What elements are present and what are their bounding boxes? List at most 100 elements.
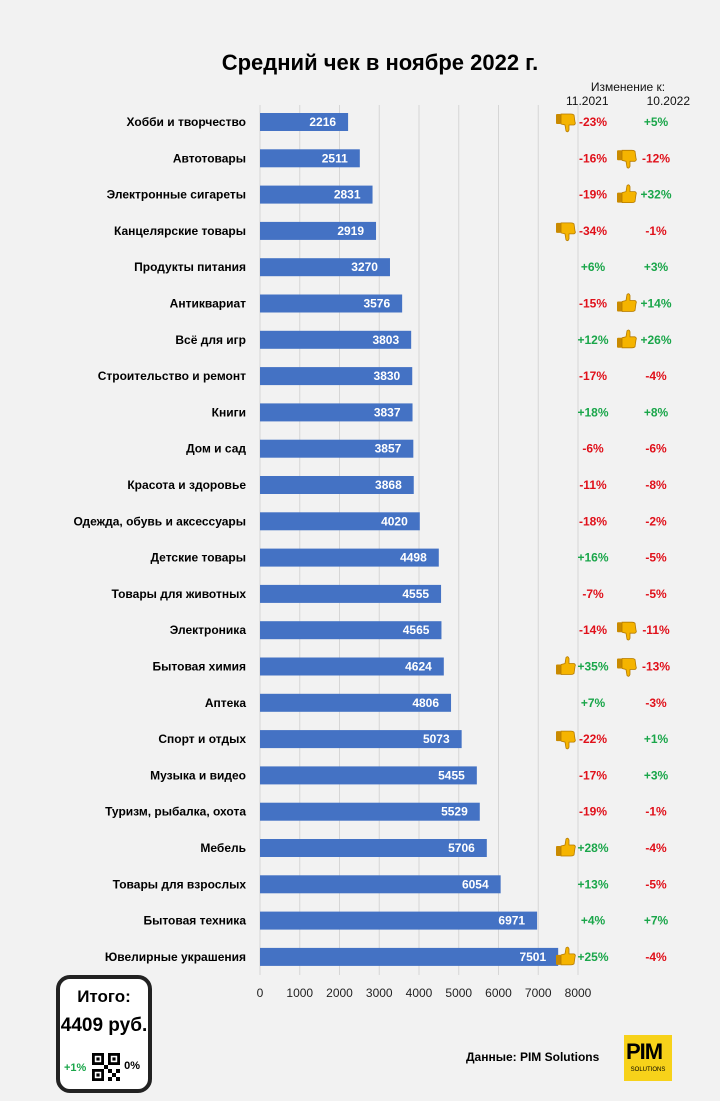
bar (260, 911, 538, 930)
thumbs-up-icon (556, 946, 576, 966)
thumbs-down-icon (556, 222, 576, 242)
change-vs-10-2022: +1% (644, 732, 669, 746)
thumbs-up-icon (617, 293, 637, 312)
category-label: Электронные сигареты (107, 188, 246, 202)
change-vs-10-2022: -5% (645, 551, 667, 565)
x-tick-label: 1000 (286, 986, 313, 1000)
bar (260, 621, 442, 640)
bar-value-label: 4624 (405, 660, 432, 674)
bar (260, 947, 559, 966)
bar-value-label: 2216 (309, 115, 336, 129)
bar-value-label: 4555 (402, 587, 429, 601)
bar (260, 584, 442, 603)
bar-value-label: 4565 (403, 623, 430, 637)
category-label: Дом и сад (186, 442, 246, 456)
change-vs-11-2021: -17% (579, 369, 607, 383)
bar (260, 367, 413, 386)
bar (260, 766, 477, 785)
bar (260, 802, 480, 821)
change-vs-10-2022: -4% (645, 841, 667, 855)
bar (260, 548, 439, 567)
thumbs-up-icon (617, 184, 637, 204)
change-vs-11-2021: -15% (579, 297, 607, 311)
bar-value-label: 5073 (423, 732, 450, 746)
category-label: Детские товары (150, 551, 246, 565)
bar-value-label: 3803 (372, 333, 399, 347)
category-label: Хобби и творчество (127, 115, 246, 129)
change-vs-11-2021: -19% (579, 188, 607, 202)
bar-value-label: 2511 (322, 151, 348, 165)
pim-logo: PIM SOLUTIONS (624, 1035, 672, 1081)
bar-value-label: 3868 (375, 478, 402, 492)
category-label: Строительство и ремонт (98, 369, 246, 383)
change-vs-11-2021: -22% (579, 732, 607, 746)
bar-value-label: 2831 (334, 188, 361, 202)
change-vs-10-2022: +26% (640, 333, 671, 347)
bar-value-label: 6054 (462, 877, 489, 891)
category-label: Товары для взрослых (113, 877, 247, 891)
thumbs-down-icon (556, 113, 576, 133)
change-vs-10-2022: +14% (640, 297, 671, 311)
bar-value-label: 4806 (412, 696, 439, 710)
bar-value-label: 5529 (441, 805, 468, 819)
change-vs-11-2021: -17% (579, 768, 607, 782)
x-tick-label: 2000 (326, 986, 353, 1000)
bar-value-label: 3837 (374, 405, 401, 419)
category-label: Ювелирные украшения (105, 950, 246, 964)
change-vs-10-2022: -1% (645, 224, 667, 238)
category-label: Бытовая техника (143, 914, 246, 928)
bar (260, 730, 462, 749)
category-label: Электроника (170, 623, 247, 637)
bar-value-label: 2919 (337, 224, 364, 238)
change-vs-10-2022: -8% (645, 478, 667, 492)
change-col1-label: 11.2021 (566, 94, 609, 108)
bar-value-label: 3830 (374, 369, 401, 383)
change-vs-11-2021: +35% (577, 660, 608, 674)
change-vs-11-2021: -16% (579, 151, 607, 165)
total-mom-change: 0% (124, 1060, 140, 1072)
change-col2-label: 10.2022 (646, 94, 690, 108)
thumbs-up-icon (617, 329, 637, 349)
bar (260, 294, 403, 313)
change-vs-11-2021: +6% (581, 260, 606, 274)
x-tick-label: 7000 (525, 986, 552, 1000)
change-vs-10-2022: +3% (644, 260, 669, 274)
change-vs-11-2021: -11% (579, 478, 607, 492)
change-vs-10-2022: -4% (645, 369, 667, 383)
category-label: Антиквариат (170, 297, 246, 311)
category-label: Продукты питания (134, 260, 246, 274)
chart-title: Средний чек в ноябре 2022 г. (221, 50, 539, 75)
category-label: Красота и здоровье (127, 478, 246, 492)
bar (260, 403, 413, 422)
bar-value-label: 4020 (381, 514, 408, 528)
change-vs-10-2022: +7% (644, 914, 669, 928)
change-vs-11-2021: +16% (577, 551, 608, 565)
category-label: Туризм, рыбалка, охота (105, 805, 246, 819)
x-tick-label: 3000 (366, 986, 393, 1000)
change-header-label: Изменение к: (590, 80, 666, 94)
bar (260, 657, 444, 676)
change-vs-11-2021: -19% (579, 805, 607, 819)
bar (260, 839, 487, 857)
category-label: Одежда, обувь и аксессуары (73, 514, 246, 528)
change-header: Изменение к: 11.2021 10.2022 (566, 80, 690, 108)
bar-value-label: 3576 (363, 297, 390, 311)
change-vs-10-2022: +32% (640, 188, 671, 202)
change-vs-10-2022: -3% (645, 696, 667, 710)
bar (260, 149, 360, 168)
category-label: Книги (212, 405, 246, 419)
x-tick-label: 6000 (485, 986, 512, 1000)
x-tick-label: 4000 (406, 986, 433, 1000)
thumbs-up-icon (556, 656, 576, 675)
category-label: Спорт и отдых (158, 732, 246, 746)
bar-value-label: 3270 (351, 260, 378, 274)
change-vs-10-2022: -13% (642, 660, 670, 674)
change-vs-10-2022: -5% (645, 587, 667, 601)
thumbs-up-icon (556, 837, 576, 857)
change-vs-11-2021: -18% (579, 514, 607, 528)
thumbs-down-icon (617, 621, 637, 641)
change-vs-10-2022: -1% (645, 805, 667, 819)
bar (260, 185, 373, 204)
category-label: Мебель (200, 841, 246, 855)
qr-code-icon (92, 1053, 120, 1081)
